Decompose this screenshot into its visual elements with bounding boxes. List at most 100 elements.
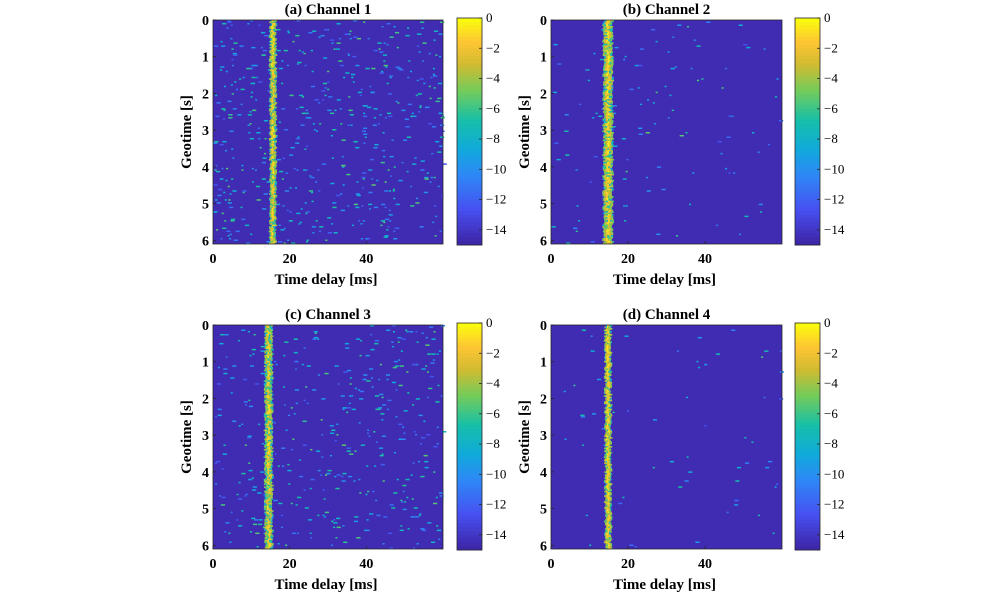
peak-cell	[272, 130, 275, 133]
peak-cell	[269, 537, 271, 539]
noise-cell	[579, 103, 582, 106]
peak-cell	[607, 134, 610, 137]
peak-cell	[271, 25, 274, 28]
peak-cell	[268, 540, 271, 542]
noise-cell	[330, 39, 335, 41]
peak-cell	[607, 362, 609, 365]
noise-cell	[433, 502, 438, 505]
peak-cell	[609, 457, 612, 460]
peak-cell	[271, 81, 273, 83]
peak-cell	[266, 517, 269, 520]
peak-cell	[271, 477, 274, 480]
peak-cell	[265, 378, 268, 381]
noise-cell	[645, 132, 650, 134]
peak-cell	[602, 54, 605, 57]
peak-cell	[273, 161, 275, 164]
peak-cell	[271, 73, 274, 76]
peak-cell	[270, 353, 273, 356]
peak-cell	[264, 395, 267, 397]
noise-cell	[424, 466, 429, 469]
noise-cell	[258, 137, 261, 140]
peak-cell	[272, 69, 274, 71]
colorbar-segment	[457, 323, 482, 328]
noise-cell	[223, 85, 226, 88]
peak-cell	[602, 91, 605, 94]
noise-cell	[361, 187, 364, 189]
peak-cell	[607, 223, 610, 225]
peak-cell	[270, 495, 273, 497]
peak-cell	[274, 173, 277, 176]
peak-cell	[610, 341, 612, 344]
peak-cell	[268, 484, 271, 487]
peak-cell	[604, 477, 606, 480]
peak-cell	[603, 96, 606, 98]
peak-cell	[606, 508, 608, 511]
peak-cell	[272, 136, 274, 139]
peak-cell	[606, 344, 609, 347]
peak-cell	[607, 338, 609, 341]
noise-cell	[236, 519, 239, 521]
peak-cell	[606, 487, 609, 490]
peak-cell	[603, 69, 606, 71]
peak-cell	[605, 422, 607, 424]
peak-cell	[609, 487, 611, 490]
noise-cell	[376, 179, 379, 182]
peak-cell	[605, 336, 607, 339]
noise-cell	[388, 115, 393, 118]
peak-cell	[607, 531, 610, 533]
colorbar-segment	[795, 18, 820, 23]
peak-cell	[272, 87, 274, 89]
peak-cell	[265, 369, 268, 372]
noise-cell	[231, 178, 234, 180]
noise-cell	[313, 336, 318, 339]
peak-cell	[608, 46, 611, 49]
peak-cell	[264, 326, 267, 329]
peak-cell	[608, 333, 610, 336]
peak-cell	[270, 215, 273, 218]
peak-cell	[604, 484, 607, 487]
noise-cell	[298, 223, 301, 225]
peak-cell	[607, 140, 611, 143]
noise-cell	[235, 230, 240, 233]
colorbar-segment	[457, 466, 482, 471]
peak-cell	[274, 223, 277, 225]
peak-cell	[274, 120, 276, 122]
peak-cell	[275, 61, 278, 64]
peak-cell	[271, 411, 274, 414]
peak-cell	[268, 489, 271, 491]
peak-cell	[608, 547, 610, 550]
peak-cell	[605, 154, 609, 157]
peak-cell	[265, 411, 268, 414]
peak-cell	[606, 422, 609, 424]
peak-cell	[606, 416, 608, 418]
noise-cell	[312, 232, 315, 234]
peak-cell	[605, 82, 608, 85]
colorbar-segment	[795, 440, 820, 445]
peak-cell	[609, 241, 613, 243]
noise-cell	[772, 532, 775, 535]
peak-cell	[269, 51, 271, 54]
peak-cell	[607, 543, 610, 545]
peak-cell	[271, 78, 273, 80]
peak-cell	[265, 365, 268, 368]
peak-cell	[272, 232, 274, 234]
peak-cell	[610, 30, 613, 33]
colorbar-tick-label: −4	[486, 376, 500, 391]
noise-cell	[227, 100, 232, 103]
peak-cell	[270, 396, 273, 399]
peak-cell	[604, 474, 607, 477]
peak-cell	[604, 57, 607, 60]
peak-cell	[266, 420, 269, 423]
noise-cell	[344, 33, 349, 35]
peak-cell	[604, 194, 607, 197]
noise-cell	[383, 155, 386, 158]
peak-cell	[607, 330, 610, 333]
peak-cell	[270, 432, 273, 435]
peak-cell	[271, 335, 274, 338]
peak-cell	[267, 423, 270, 426]
noise-cell	[582, 444, 585, 446]
peak-cell	[609, 99, 612, 101]
noise-cell	[433, 75, 438, 77]
noise-cell	[624, 55, 627, 58]
peak-cell	[270, 179, 272, 182]
